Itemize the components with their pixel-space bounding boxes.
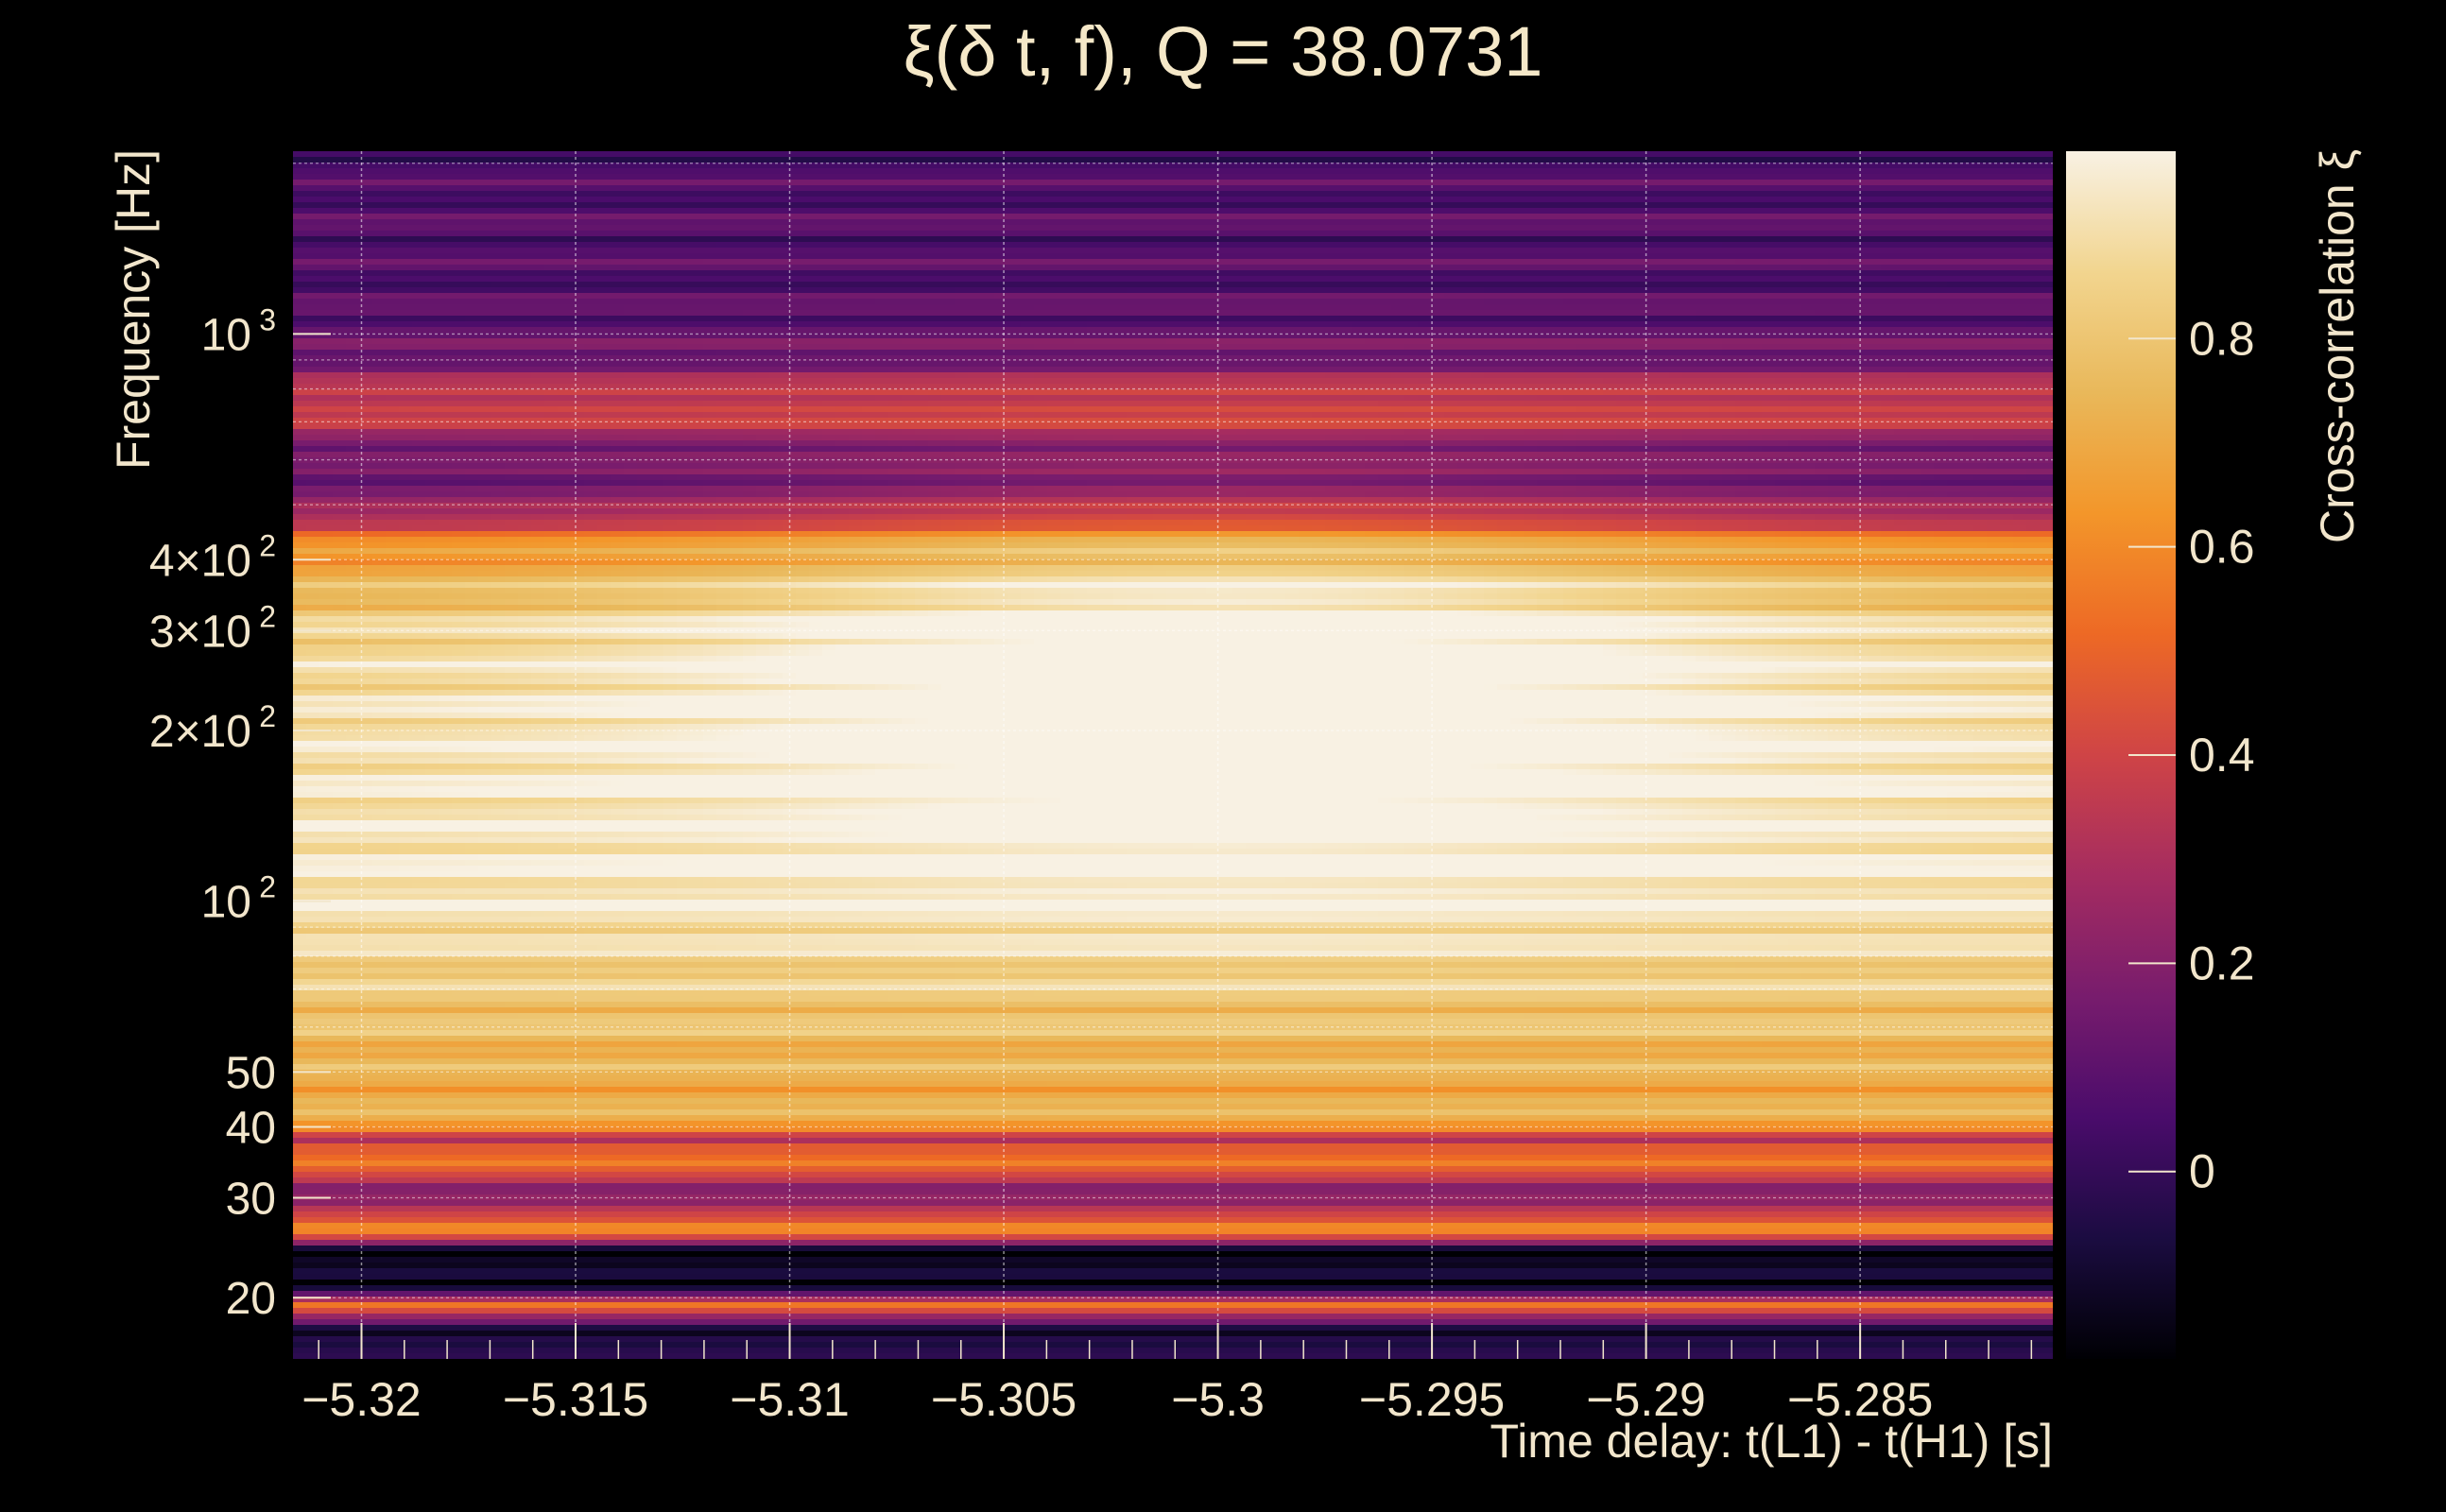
y-axis-label: Frequency [Hz] — [107, 149, 160, 470]
colorbar-label: Cross-correlation ξ — [2311, 149, 2364, 543]
y-tick-exponent: 2 — [259, 528, 276, 562]
colorbar-tick-label: 0.8 — [2189, 312, 2255, 365]
y-tick-label: 2×10 — [149, 707, 251, 757]
y-tick-exponent: 2 — [259, 699, 276, 733]
x-tick-label: −5.32 — [301, 1373, 422, 1426]
y-tick-label: 3×10 — [149, 607, 251, 657]
colorbar-tick-label: 0.4 — [2189, 729, 2255, 782]
y-tick-label: 10 — [201, 310, 251, 360]
x-tick-label: −5.295 — [1359, 1373, 1505, 1426]
y-tick-exponent: 3 — [259, 302, 276, 336]
x-axis-label: Time delay: t(L1) - t(H1) [s] — [1490, 1415, 2053, 1468]
y-tick-label: 4×10 — [149, 536, 251, 586]
y-tick-label: 50 — [226, 1048, 276, 1098]
x-tick-label: −5.305 — [931, 1373, 1077, 1426]
heatmap-area — [293, 151, 2054, 1360]
colorbar-tick-label: 0 — [2189, 1145, 2215, 1198]
x-tick-label: −5.3 — [1171, 1373, 1265, 1426]
y-tick-label: 20 — [226, 1274, 276, 1324]
y-tick-exponent: 2 — [259, 870, 276, 904]
y-tick-exponent: 2 — [259, 599, 276, 633]
y-tick-label: 40 — [226, 1104, 276, 1154]
y-tick-label: 30 — [226, 1175, 276, 1225]
x-tick-label: −5.31 — [730, 1373, 850, 1426]
colorbar-tick-label: 0.6 — [2189, 521, 2255, 574]
y-tick-label: 10 — [201, 878, 251, 928]
colorbar-tick-label: 0.2 — [2189, 936, 2255, 989]
x-tick-label: −5.315 — [503, 1373, 648, 1426]
